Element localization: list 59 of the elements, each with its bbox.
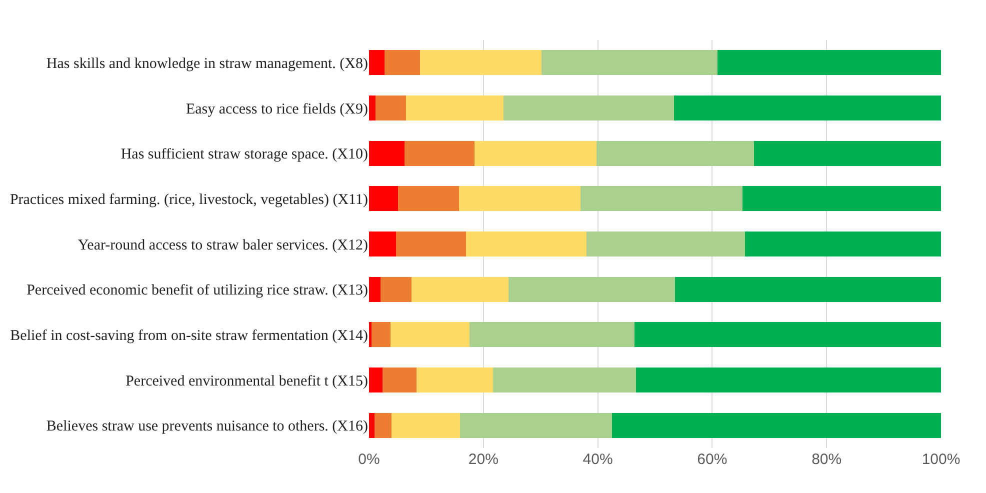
bar: [493, 368, 636, 392]
bar: [636, 368, 941, 392]
y-tick-label: Year-round access to straw baler services. (X12): [78, 237, 368, 254]
bar: [380, 276, 412, 302]
bar: [717, 50, 941, 76]
y-tick-label: Has sufficient straw storage space. (X10): [120, 146, 368, 163]
bar: [411, 276, 509, 302]
bar: [503, 96, 674, 120]
bar: [470, 322, 634, 348]
bar: [371, 322, 391, 348]
y-tick-label: Easy access to rice fields (X9): [186, 101, 368, 118]
bar: [744, 232, 941, 256]
bar: [416, 368, 494, 392]
x-tick-label: 40%: [582, 451, 613, 468]
bar: [474, 140, 597, 166]
bar: [369, 276, 380, 302]
bar: [369, 368, 383, 392]
y-tick-label: Has skills and knowledge in straw management. (X8): [46, 56, 368, 72]
bar: [460, 412, 612, 438]
bar: [404, 140, 474, 166]
x-tick-label: 0%: [358, 451, 380, 468]
bar: [369, 232, 396, 256]
bar: [375, 96, 406, 120]
bar: [508, 276, 676, 302]
bar: [384, 50, 420, 76]
y-tick-label: Believes straw use prevents nuisance to others. (X16): [46, 418, 368, 435]
bar: [390, 322, 470, 348]
bar: [382, 368, 416, 392]
y-tick-label: Perceived economic benefit of utilizing rice straw. (X13): [26, 282, 368, 299]
bar: [369, 412, 375, 438]
bar: [542, 50, 718, 76]
bar: [406, 96, 504, 120]
bar: [458, 186, 581, 212]
bar: [466, 232, 586, 256]
bar: [634, 322, 941, 348]
x-tick-label: 100%: [922, 451, 960, 468]
bar: [586, 232, 745, 256]
y-tick-label: Perceived environmental benefit t (X15): [126, 373, 368, 390]
bar: [675, 276, 941, 302]
x-tick-label: 60%: [697, 451, 728, 468]
bar: [369, 186, 398, 212]
bar: [674, 96, 941, 120]
bar: [391, 412, 460, 438]
y-tick-label: Practices mixed farming. (rice, livestock, vegetables) (X11): [10, 192, 368, 208]
bar: [369, 140, 404, 166]
bar: [580, 186, 743, 212]
bar: [396, 232, 466, 256]
x-tick-label: 20%: [468, 451, 498, 468]
bar: [369, 50, 384, 76]
bar: [596, 140, 754, 166]
bar: [612, 412, 941, 438]
bar: [742, 186, 941, 212]
y-tick-label: Belief in cost-saving from on-site straw fermentation (X14): [10, 328, 368, 344]
bar: [374, 412, 392, 438]
bar: [398, 186, 459, 212]
x-tick-label: 80%: [812, 451, 842, 468]
bar: [369, 96, 376, 120]
bar: [754, 140, 941, 166]
bar: [420, 50, 542, 76]
